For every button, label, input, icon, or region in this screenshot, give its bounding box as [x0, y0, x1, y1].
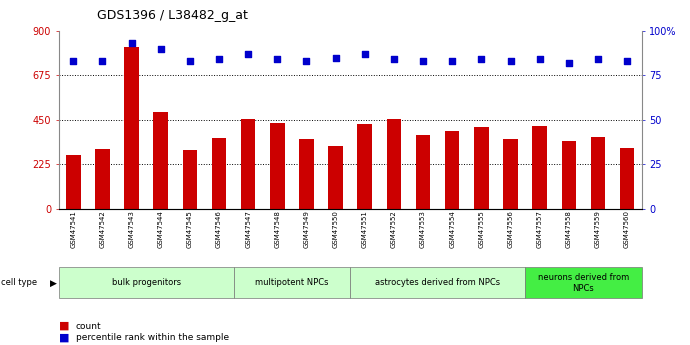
Bar	[66, 155, 81, 209]
Point	[446, 59, 457, 64]
Bar	[299, 139, 314, 209]
Text: bulk progenitors: bulk progenitors	[112, 278, 181, 287]
Bar	[328, 146, 343, 209]
Bar	[270, 123, 284, 209]
Point	[184, 59, 195, 64]
Text: ■: ■	[59, 321, 69, 331]
Point	[243, 51, 254, 57]
Point	[359, 51, 371, 57]
Bar	[357, 124, 372, 209]
Bar	[241, 119, 255, 209]
Bar	[124, 47, 139, 209]
Bar	[386, 119, 401, 209]
Text: GDS1396 / L38482_g_at: GDS1396 / L38482_g_at	[97, 9, 248, 22]
Bar	[474, 127, 489, 209]
Point	[563, 60, 574, 66]
Bar	[153, 112, 168, 209]
Point	[272, 57, 283, 62]
Bar	[183, 150, 197, 209]
Bar	[212, 138, 226, 209]
Text: cell type: cell type	[1, 278, 37, 287]
Point	[476, 57, 487, 62]
Point	[97, 59, 108, 64]
Point	[534, 57, 545, 62]
Text: multipotent NPCs: multipotent NPCs	[255, 278, 328, 287]
Bar	[95, 148, 110, 209]
Bar	[445, 131, 460, 209]
Text: astrocytes derived from NPCs: astrocytes derived from NPCs	[375, 278, 500, 287]
Point	[417, 59, 428, 64]
Text: count: count	[76, 322, 101, 331]
Point	[505, 59, 516, 64]
Point	[593, 57, 604, 62]
Bar	[503, 139, 518, 209]
Point	[126, 41, 137, 46]
Bar	[562, 141, 576, 209]
Point	[388, 57, 400, 62]
Point	[155, 46, 166, 51]
Bar	[416, 135, 431, 209]
Point	[68, 59, 79, 64]
Text: ▶: ▶	[50, 278, 57, 287]
Text: percentile rank within the sample: percentile rank within the sample	[76, 333, 229, 342]
Bar	[533, 126, 547, 209]
Point	[330, 55, 341, 60]
Text: ■: ■	[59, 333, 69, 342]
Point	[301, 59, 312, 64]
Point	[622, 59, 633, 64]
Bar	[591, 137, 605, 209]
Text: neurons derived from
NPCs: neurons derived from NPCs	[538, 273, 629, 293]
Point	[213, 57, 224, 62]
Bar	[620, 148, 634, 209]
